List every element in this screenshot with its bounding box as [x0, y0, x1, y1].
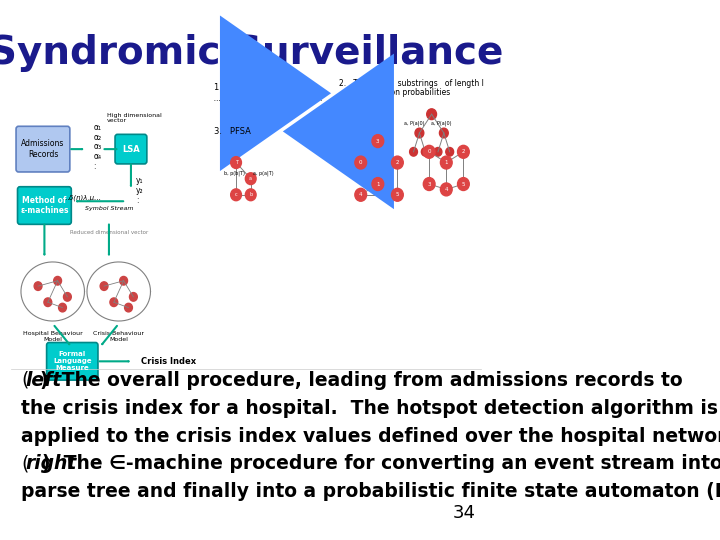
Text: α₃: α₃	[94, 143, 102, 152]
Text: Method of
ε-machines: Method of ε-machines	[20, 196, 68, 215]
Text: Formal
Language
Measure: Formal Language Measure	[53, 352, 91, 372]
Text: a, P(a|0): a, P(a|0)	[431, 120, 451, 126]
FancyBboxPatch shape	[17, 187, 71, 224]
Text: T: T	[235, 160, 238, 165]
Circle shape	[434, 147, 442, 156]
Text: :: :	[136, 195, 138, 205]
FancyBboxPatch shape	[115, 134, 147, 164]
Text: 0: 0	[428, 150, 431, 154]
Circle shape	[355, 156, 366, 169]
Text: left: left	[26, 370, 62, 390]
Text: the crisis index for a hospital.  The hotspot detection algorithm is then: the crisis index for a hospital. The hot…	[21, 399, 720, 417]
Text: Symbol Stream: Symbol Stream	[85, 206, 133, 211]
Text: Crisis Behaviour
Model: Crisis Behaviour Model	[93, 330, 144, 341]
Text: 3: 3	[376, 139, 379, 144]
Text: y₂: y₂	[136, 186, 143, 195]
Text: :: :	[94, 162, 96, 171]
Text: (: (	[21, 455, 28, 474]
Circle shape	[392, 188, 403, 201]
Text: 2: 2	[396, 160, 399, 165]
Text: α₂: α₂	[94, 133, 102, 142]
Circle shape	[427, 109, 436, 119]
Text: c: c	[235, 192, 238, 197]
Text: α₁: α₁	[94, 123, 102, 132]
Circle shape	[44, 298, 52, 307]
Circle shape	[100, 282, 108, 291]
Text: Crisis Index: Crisis Index	[140, 357, 196, 366]
Circle shape	[125, 303, 132, 312]
Circle shape	[130, 293, 138, 301]
Text: Reduced dimensional vector: Reduced dimensional vector	[70, 230, 148, 235]
Circle shape	[355, 188, 366, 201]
Circle shape	[446, 147, 454, 156]
Text: 4: 4	[444, 187, 448, 192]
Text: b: b	[249, 192, 252, 197]
Circle shape	[230, 189, 241, 201]
Text: a, P(a|0): a, P(a|0)	[404, 120, 425, 126]
Text: with transition probabilities: with transition probabilities	[343, 88, 450, 97]
Circle shape	[110, 298, 118, 307]
Text: 34: 34	[453, 504, 476, 523]
Text: b, p(b|T): b, p(b|T)	[224, 171, 245, 176]
Circle shape	[423, 178, 435, 191]
Text: 5: 5	[396, 192, 399, 197]
Text: …δ(η)λ,μ…: …δ(η)λ,μ…	[63, 194, 102, 201]
Circle shape	[441, 183, 452, 196]
Circle shape	[439, 128, 449, 138]
Text: 4: 4	[359, 192, 362, 197]
Text: )  The overall procedure, leading from admissions records to: ) The overall procedure, leading from ad…	[40, 370, 682, 390]
Text: 1: 1	[376, 181, 379, 186]
Circle shape	[421, 147, 429, 156]
Circle shape	[392, 156, 403, 169]
Circle shape	[54, 276, 61, 285]
Text: LSA: LSA	[122, 145, 140, 153]
Text: 3: 3	[428, 181, 431, 186]
Text: …… ababababcbabababab……: …… ababababcbabababab……	[214, 96, 323, 102]
Text: (: (	[21, 370, 28, 390]
Text: 0: 0	[359, 160, 362, 165]
Circle shape	[372, 178, 384, 191]
Circle shape	[415, 128, 424, 138]
Circle shape	[457, 145, 469, 158]
Text: 3.   PFSA: 3. PFSA	[214, 127, 251, 136]
Text: High dimensional
vector: High dimensional vector	[107, 112, 161, 123]
Circle shape	[120, 276, 127, 285]
Circle shape	[230, 157, 241, 168]
Circle shape	[410, 147, 418, 156]
Circle shape	[34, 282, 42, 291]
Text: Admissions
Records: Admissions Records	[22, 139, 65, 159]
Text: a, p(a|T): a, p(a|T)	[253, 171, 274, 176]
Circle shape	[457, 178, 469, 191]
Text: Hospital Behaviour
Model: Hospital Behaviour Model	[23, 330, 83, 341]
Circle shape	[246, 173, 256, 185]
Circle shape	[58, 303, 66, 312]
Text: right: right	[26, 455, 77, 474]
Text: Syndromic Surveillance: Syndromic Surveillance	[0, 33, 503, 72]
Circle shape	[246, 189, 256, 201]
Text: applied to the crisis index values defined over the hospital network.: applied to the crisis index values defin…	[21, 427, 720, 446]
Text: parse tree and finally into a probabilistic finite state automaton (PFSA).: parse tree and finally into a probabilis…	[21, 482, 720, 501]
Circle shape	[423, 145, 435, 158]
Text: 2.   Tree of all   substrings   of length l: 2. Tree of all substrings of length l	[338, 78, 484, 87]
Circle shape	[441, 156, 452, 169]
Circle shape	[372, 134, 384, 147]
Text: 5: 5	[462, 181, 465, 186]
Circle shape	[63, 293, 71, 301]
Text: 2: 2	[462, 150, 465, 154]
Text: 1.   Language Sample: 1. Language Sample	[214, 83, 305, 92]
Text: 1: 1	[444, 160, 448, 165]
Text: α₄: α₄	[94, 152, 102, 161]
FancyBboxPatch shape	[16, 126, 70, 172]
Text: y₁: y₁	[136, 177, 143, 185]
FancyBboxPatch shape	[47, 342, 98, 380]
Text: a: a	[249, 176, 252, 181]
Text: )  The ∈-machine procedure for converting an event stream into a: ) The ∈-machine procedure for converting…	[42, 455, 720, 474]
